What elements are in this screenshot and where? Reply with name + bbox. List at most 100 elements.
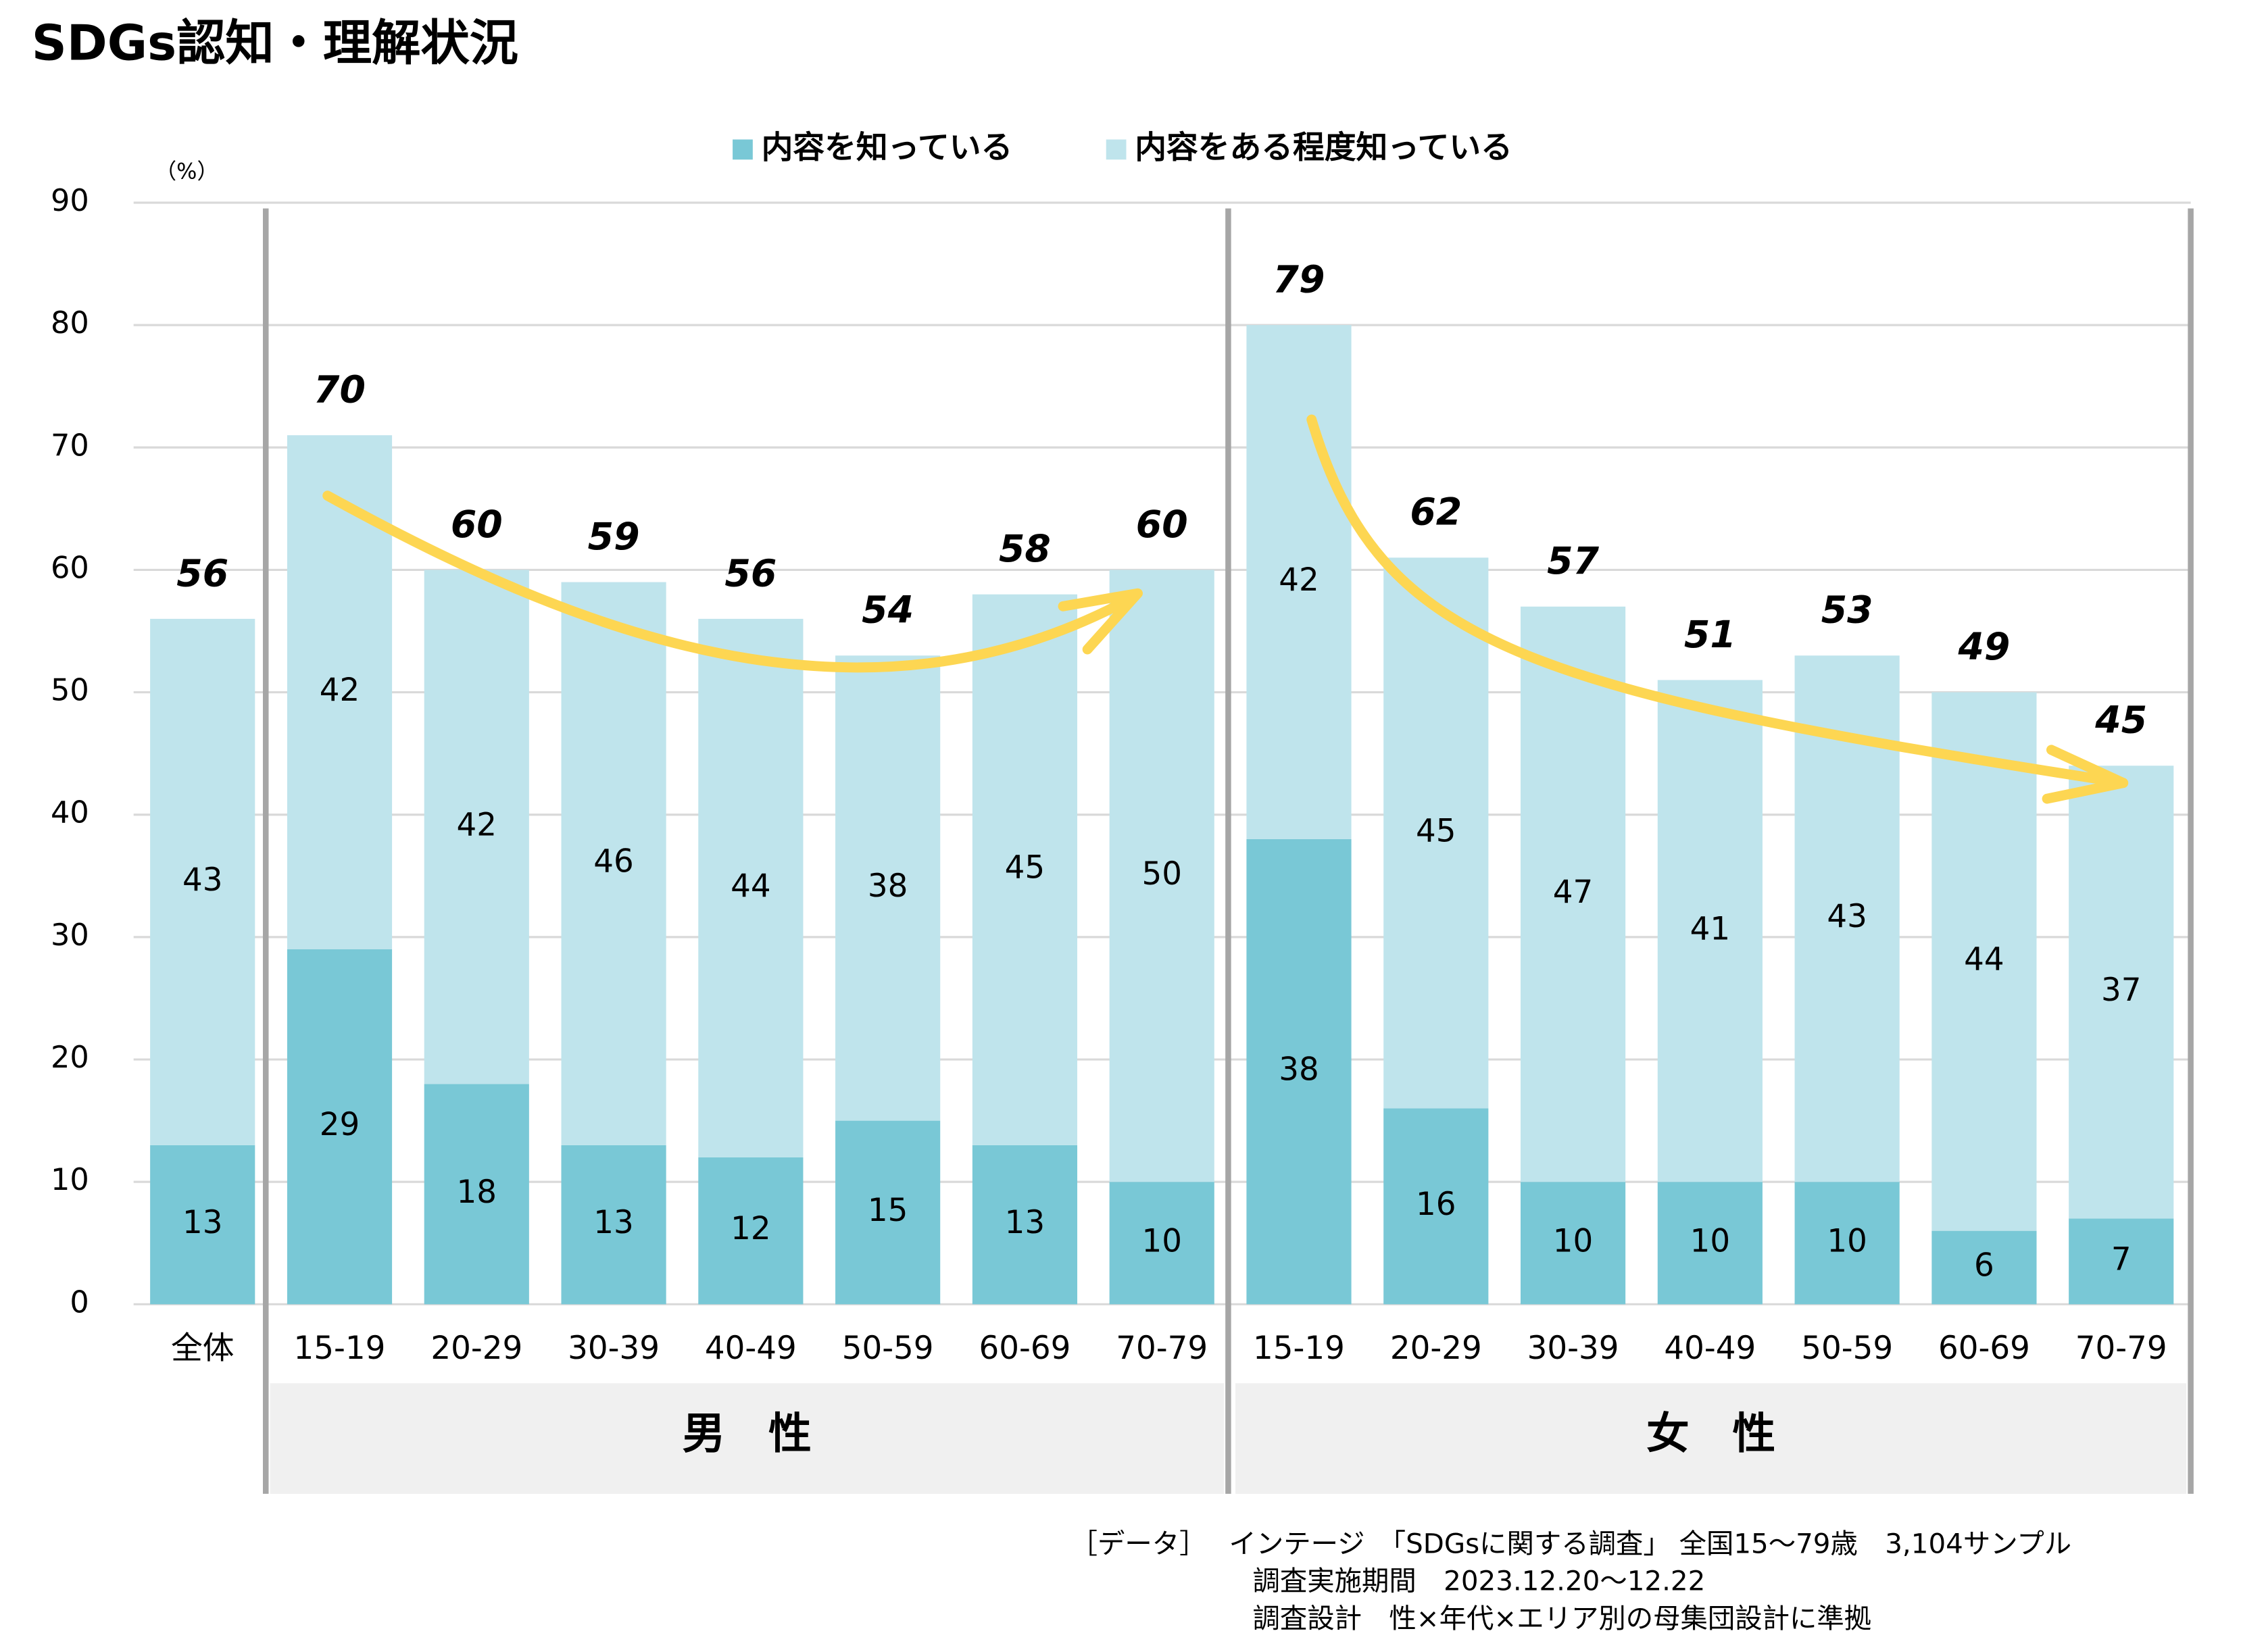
bar-segment (1657, 680, 1763, 1182)
legend-label: 内容を知っている (762, 130, 1013, 166)
bar-segment (1246, 838, 1352, 1305)
segment-label: 15 (868, 1193, 908, 1229)
bar-segment (1931, 692, 2037, 1231)
y-tick-label: 80 (51, 305, 89, 341)
segment-label: 41 (1690, 911, 1731, 947)
segment-label: 13 (1005, 1205, 1045, 1241)
y-tick-label: 10 (51, 1162, 89, 1197)
bar-segment (1794, 1182, 1900, 1305)
segment-label: 16 (1416, 1186, 1456, 1223)
bar-segment (1520, 606, 1626, 1182)
total-label: 54 (862, 589, 914, 632)
y-unit: （%） (155, 158, 218, 184)
total-label: 60 (1136, 503, 1188, 547)
total-label: 59 (588, 516, 640, 559)
note: 調査設計 性×年代×エリア別の母集団設計に準拠 (1253, 1603, 1872, 1634)
x-tick-label: 30-39 (1527, 1330, 1619, 1367)
notes: ［データ］ インテージ 「SDGsに関する調査」 全国15～79歳 3,104サ… (1070, 1528, 2072, 1634)
bar-segment (561, 1145, 666, 1305)
group-label: 女 性 (1646, 1409, 1775, 1459)
note: ［データ］ インテージ 「SDGsに関する調査」 全国15～79歳 3,104サ… (1070, 1528, 2072, 1559)
legend-swatch (1106, 139, 1127, 160)
total-label: 56 (176, 552, 228, 595)
total-label: 49 (1957, 626, 2010, 669)
legend-swatch (733, 139, 753, 160)
y-tick-label: 90 (51, 183, 89, 218)
segment-label: 10 (1553, 1223, 1594, 1259)
x-tick-label: 60-69 (1938, 1330, 2030, 1367)
y-tick-label: 30 (51, 918, 89, 953)
group-band (270, 1383, 1225, 1494)
bar-segment (835, 1120, 941, 1305)
male-arrow-head (1058, 588, 1143, 655)
segment-label: 38 (1279, 1052, 1319, 1088)
x-tick-label: 70-79 (1116, 1330, 1208, 1367)
x-tick-label: 70-79 (2075, 1330, 2167, 1367)
segment-label: 44 (1964, 942, 2004, 978)
y-tick-label: 20 (51, 1040, 89, 1075)
trend-arrows (322, 414, 2129, 804)
bar-segment (2069, 1218, 2174, 1305)
bar-segment (972, 594, 1078, 1145)
bar-segment (698, 618, 804, 1157)
total-label: 58 (999, 528, 1051, 571)
x-tick-label: 全体 (171, 1330, 235, 1367)
segment-label: 38 (868, 868, 908, 905)
x-tick-label: 40-49 (705, 1330, 797, 1367)
bar-segment (424, 1084, 529, 1305)
segment-label: 10 (1141, 1223, 1182, 1259)
y-tick-label: 40 (51, 795, 89, 830)
segment-label: 42 (457, 807, 497, 843)
segment-label: 7 (2111, 1241, 2132, 1278)
segment-label: 18 (457, 1174, 497, 1211)
bar-segment (2069, 766, 2174, 1219)
bar-segment (1931, 1230, 2037, 1305)
x-tick-label: 15-19 (1253, 1330, 1345, 1367)
bar-segment (1383, 557, 1489, 1109)
bar-segment (1520, 1182, 1626, 1305)
bar-segment (835, 655, 941, 1121)
bar-segment (1109, 570, 1214, 1182)
x-tick-label: 15-19 (294, 1330, 386, 1367)
total-label: 57 (1547, 540, 1599, 583)
bar-segment (424, 570, 529, 1084)
y-tick-label: 0 (70, 1284, 89, 1320)
x-tick-label: 20-29 (1390, 1330, 1482, 1367)
bar-segment (1383, 1108, 1489, 1305)
group-label: 男 性 (683, 1409, 812, 1459)
group-band (1235, 1383, 2187, 1494)
segment-label: 44 (731, 868, 771, 905)
bar-segment (150, 618, 255, 1145)
segment-label: 13 (593, 1205, 634, 1241)
total-label: 56 (724, 552, 777, 595)
segment-label: 10 (1690, 1223, 1731, 1259)
bar-segment (287, 949, 393, 1305)
male-trend-arrow (322, 491, 1140, 673)
segment-label: 37 (2101, 972, 2142, 1009)
segment-label: 12 (731, 1211, 771, 1247)
bars: 全体 13 43 56 15-19 29 42 70 20-29 18 42 60 30-39 13 46 5… (150, 258, 2174, 1367)
x-tick-label: 40-49 (1664, 1330, 1756, 1367)
y-tick-label: 60 (51, 550, 89, 585)
segment-label: 45 (1416, 813, 1456, 849)
x-tick-label: 20-29 (430, 1330, 522, 1367)
bar-segment (561, 582, 666, 1145)
total-label: 70 (314, 369, 366, 412)
segment-label: 42 (320, 672, 360, 709)
total-label: 51 (1684, 614, 1736, 657)
total-label: 79 (1273, 258, 1325, 301)
x-tick-label: 50-59 (842, 1330, 934, 1367)
bar-segment (698, 1157, 804, 1305)
total-label: 53 (1821, 589, 1873, 632)
bar-segment (1657, 1182, 1763, 1305)
y-tick-label: 70 (51, 428, 89, 463)
segment-label: 42 (1279, 562, 1319, 599)
bar-segment (1109, 1182, 1214, 1305)
segment-label: 6 (1974, 1247, 1994, 1284)
chart-title: SDGs認知・理解状況 (32, 15, 518, 72)
segment-label: 43 (182, 862, 222, 899)
segment-label: 50 (1141, 856, 1182, 893)
x-tick-label: 60-69 (979, 1330, 1071, 1367)
segment-label: 13 (182, 1205, 222, 1241)
